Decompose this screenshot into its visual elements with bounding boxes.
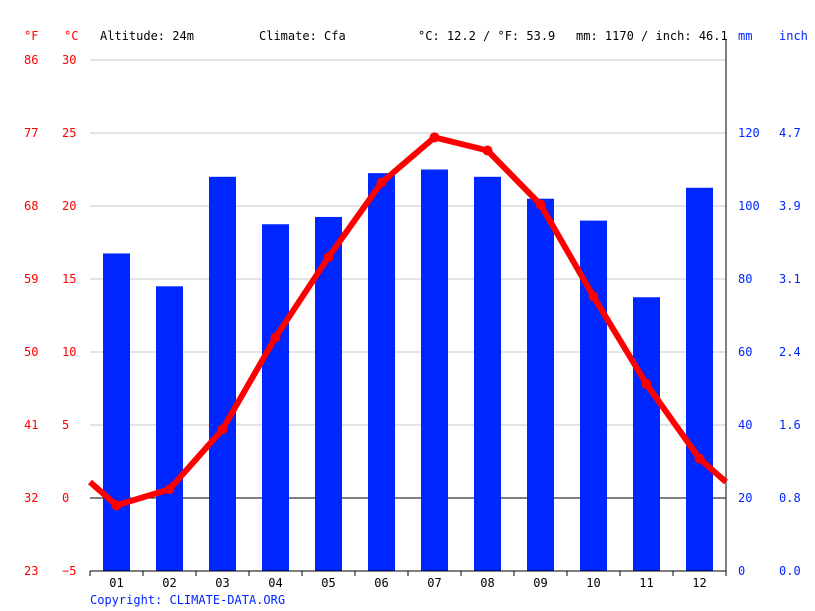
temperature-point <box>323 252 334 263</box>
month-label: 03 <box>215 576 229 590</box>
precip-summary: mm: 1170 / inch: 46.1 <box>576 29 728 43</box>
temperature-point <box>429 132 440 143</box>
tick-label-mm: 120 <box>738 126 760 140</box>
tick-label-f: 50 <box>24 345 38 359</box>
precip-bar <box>156 286 183 571</box>
month-label: 02 <box>162 576 176 590</box>
tick-label-c: 15 <box>62 272 76 286</box>
month-label: 01 <box>109 576 123 590</box>
temp-summary: °C: 12.2 / °F: 53.9 <box>418 29 555 43</box>
unit-f-label: °F <box>24 29 38 43</box>
precip-bar <box>209 176 236 572</box>
tick-label-mm: 60 <box>738 345 752 359</box>
precip-bar <box>633 297 660 571</box>
month-label: 12 <box>692 576 706 590</box>
tick-label-inch: 3.1 <box>779 272 801 286</box>
temperature-point <box>641 379 652 390</box>
precip-bar <box>580 220 607 571</box>
temperature-point <box>694 453 705 464</box>
tick-label-c: 10 <box>62 345 76 359</box>
tick-label-inch: 0.8 <box>779 491 801 505</box>
temperature-line <box>88 134 728 509</box>
precip-bar <box>421 169 448 571</box>
temperature-point <box>588 291 599 302</box>
tick-label-c: 20 <box>62 199 76 213</box>
unit-c-label: °C <box>64 29 78 43</box>
month-label: 07 <box>427 576 441 590</box>
tick-label-f: 77 <box>24 126 38 140</box>
temperature-point <box>376 177 387 188</box>
tick-label-f: 41 <box>24 418 38 432</box>
month-label: 11 <box>639 576 653 590</box>
temperature-point <box>482 145 493 156</box>
tick-label-mm: 100 <box>738 199 760 213</box>
tick-label-f: 32 <box>24 491 38 505</box>
tick-label-c: 30 <box>62 53 76 67</box>
altitude-label: Altitude: 24m <box>100 29 194 43</box>
precip-bar <box>527 198 554 571</box>
tick-label-mm: 40 <box>738 418 752 432</box>
precip-bar <box>103 253 130 571</box>
tick-label-f: 68 <box>24 199 38 213</box>
month-label: 05 <box>321 576 335 590</box>
tick-label-mm: 20 <box>738 491 752 505</box>
tick-label-inch: 1.6 <box>779 418 801 432</box>
tick-label-inch: 2.4 <box>779 345 801 359</box>
month-label: 08 <box>480 576 494 590</box>
tick-label-f: 59 <box>24 272 38 286</box>
unit-inch-label: inch <box>779 29 808 43</box>
temperature-point <box>164 484 175 495</box>
tick-label-mm: 80 <box>738 272 752 286</box>
temperature-point <box>217 424 228 435</box>
precip-bar <box>686 187 713 571</box>
temperature-point <box>111 500 122 511</box>
tick-label-f: 23 <box>24 564 38 578</box>
precip-bar <box>368 173 395 571</box>
tick-label-inch: 3.9 <box>779 199 801 213</box>
tick-label-c: 25 <box>62 126 76 140</box>
copyright[interactable]: Copyright: CLIMATE-DATA.ORG <box>90 593 285 607</box>
precip-bar <box>474 176 501 572</box>
tick-label-c: 0 <box>62 491 69 505</box>
climate-label: Climate: Cfa <box>259 29 346 43</box>
temperature-point <box>535 199 546 210</box>
month-label: 10 <box>586 576 600 590</box>
tick-label-inch: 0.0 <box>779 564 801 578</box>
precip-bar <box>262 224 289 571</box>
tick-label-mm: 0 <box>738 564 745 578</box>
tick-label-f: 86 <box>24 53 38 67</box>
temperature-point <box>270 332 281 343</box>
month-label: 04 <box>268 576 282 590</box>
tick-label-c: −5 <box>62 564 76 578</box>
month-label: 06 <box>374 576 388 590</box>
tick-label-inch: 4.7 <box>779 126 801 140</box>
tick-label-c: 5 <box>62 418 69 432</box>
unit-mm-label: mm <box>738 29 752 43</box>
month-label: 09 <box>533 576 547 590</box>
